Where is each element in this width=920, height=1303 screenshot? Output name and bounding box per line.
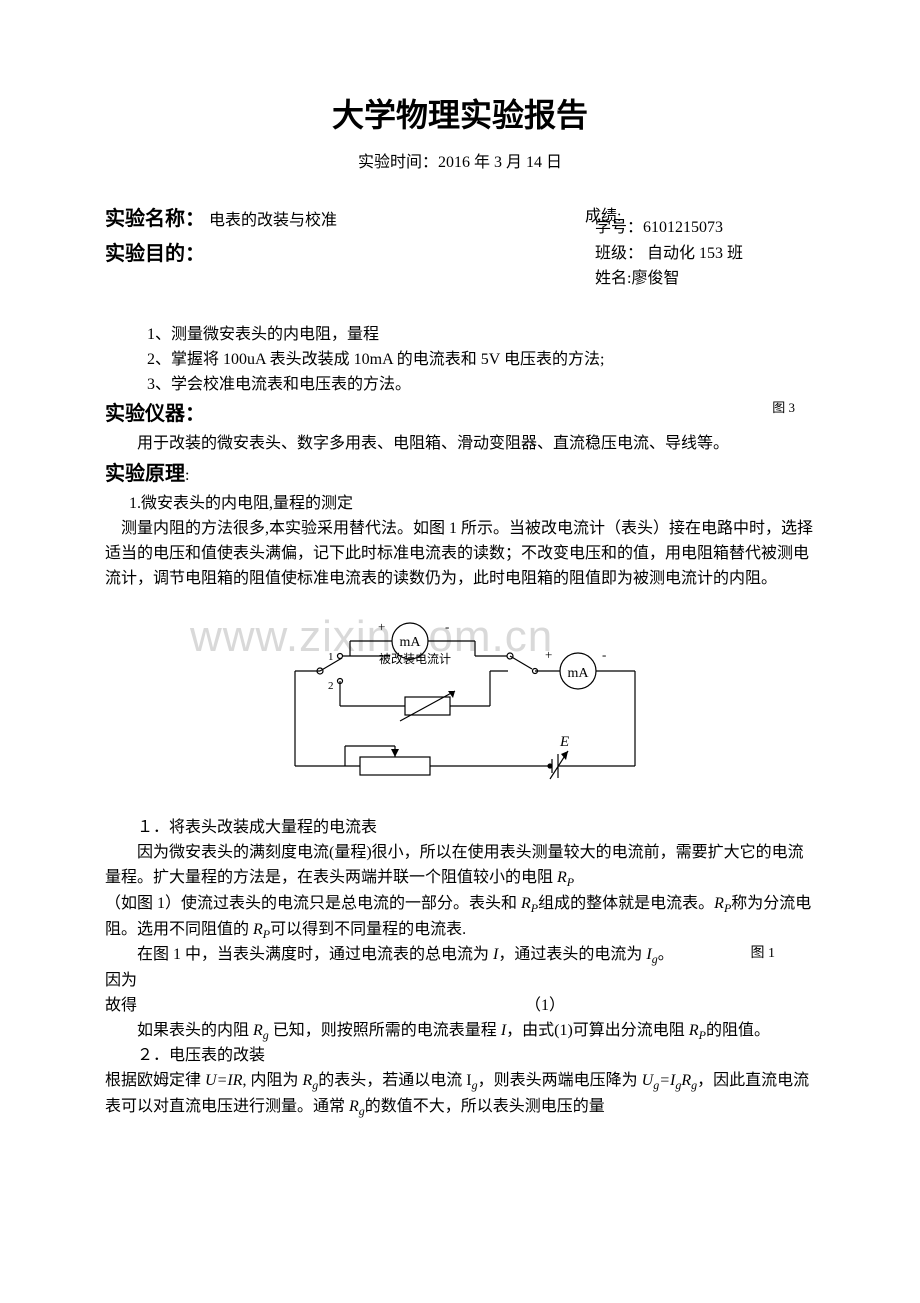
principle-1-body: 测量内阻的方法很多,本实验采用替代法。如图 1 所示。当被改电流计（表头）接在电…	[105, 517, 815, 591]
principle-1-title: 1.微安表头的内电阻,量程的测定	[105, 492, 815, 517]
student-id-label: 学号：	[595, 219, 643, 236]
objective-1: 1、测量微安表头的内电阻，量程	[147, 323, 815, 348]
svg-text:+: +	[545, 647, 552, 662]
svg-text:被改装电流计: 被改装电流计	[379, 652, 451, 666]
principle-2-body-1b: （如图 1）使流过表头的电流只是总电流的一部分。表头和 RP组成的整体就是电流表…	[105, 892, 815, 944]
main-title: 大学物理实验报告	[105, 90, 815, 136]
circuit-diagram: mA + - 1 2 被改装电流计	[250, 601, 670, 801]
objective-2: 2、掌握将 100uA 表头改装成 10mA 的电流表和 5V 电压表的方法;	[147, 348, 815, 373]
student-class: 自动化 153 班	[643, 245, 743, 262]
principle-label: 实验原理	[105, 463, 185, 485]
experiment-date: 实验时间：2016 年 3 月 14 日	[105, 148, 815, 172]
svg-text:+: +	[378, 619, 385, 634]
principle-2-title: １．将表头改装成大量程的电流表	[105, 816, 815, 841]
svg-text:mA: mA	[400, 635, 422, 650]
exp-name-label: 实验名称：	[105, 208, 205, 230]
instruments-text: 用于改装的微安表头、数字多用表、电阻箱、滑动变阻器、直流稳压电流、导线等。	[105, 432, 815, 457]
principle-2-body-2: 图 1 在图 1 中，当表头满度时，通过电流表的总电流为 I，通过表头的电流为 …	[105, 943, 815, 969]
figure-3-label: 图 3	[772, 397, 795, 416]
svg-text:2: 2	[328, 680, 334, 692]
principle-2-body-3: 如果表头的内阻 Rg 已知，则按照所需的电流表量程 I，由式(1)可算出分流电阻…	[105, 1019, 815, 1045]
therefore-line: 故得 （1）	[105, 994, 815, 1019]
principle-2-body-1: 因为微安表头的满刻度电流(量程)很小，所以在使用表头测量较大的电流前，需要扩大它…	[105, 841, 815, 892]
instruments-label: 实验仪器：	[105, 403, 205, 425]
svg-text:1: 1	[328, 651, 334, 663]
objective-label: 实验目的：	[105, 243, 205, 265]
student-id: 6101215073	[643, 219, 723, 236]
student-name-label: 姓名:	[595, 270, 631, 287]
svg-text:-: -	[445, 619, 449, 634]
svg-text:mA: mA	[568, 666, 590, 681]
formula-number-1: （1）	[525, 994, 565, 1019]
because-line: 因为	[105, 969, 815, 994]
student-info-block: 学号：6101215073 班级： 自动化 153 班 姓名:廖俊智	[595, 215, 815, 292]
principle-3-body: 根据欧姆定律 U=IR, 内阻为 Rg的表头，若通以电流 Ig，则表头两端电压降…	[105, 1069, 815, 1121]
principle-3-title: ２．电压表的改装	[105, 1044, 815, 1069]
figure-1-label: 图 1	[751, 943, 776, 965]
objective-3: 3、学会校准电流表和电压表的方法。	[147, 373, 815, 398]
svg-text:-: -	[602, 647, 606, 662]
student-name: 廖俊智	[631, 270, 679, 287]
student-class-label: 班级：	[595, 245, 643, 262]
svg-text:E: E	[559, 734, 569, 750]
exp-name-value: 电表的改装与校准	[209, 212, 337, 229]
